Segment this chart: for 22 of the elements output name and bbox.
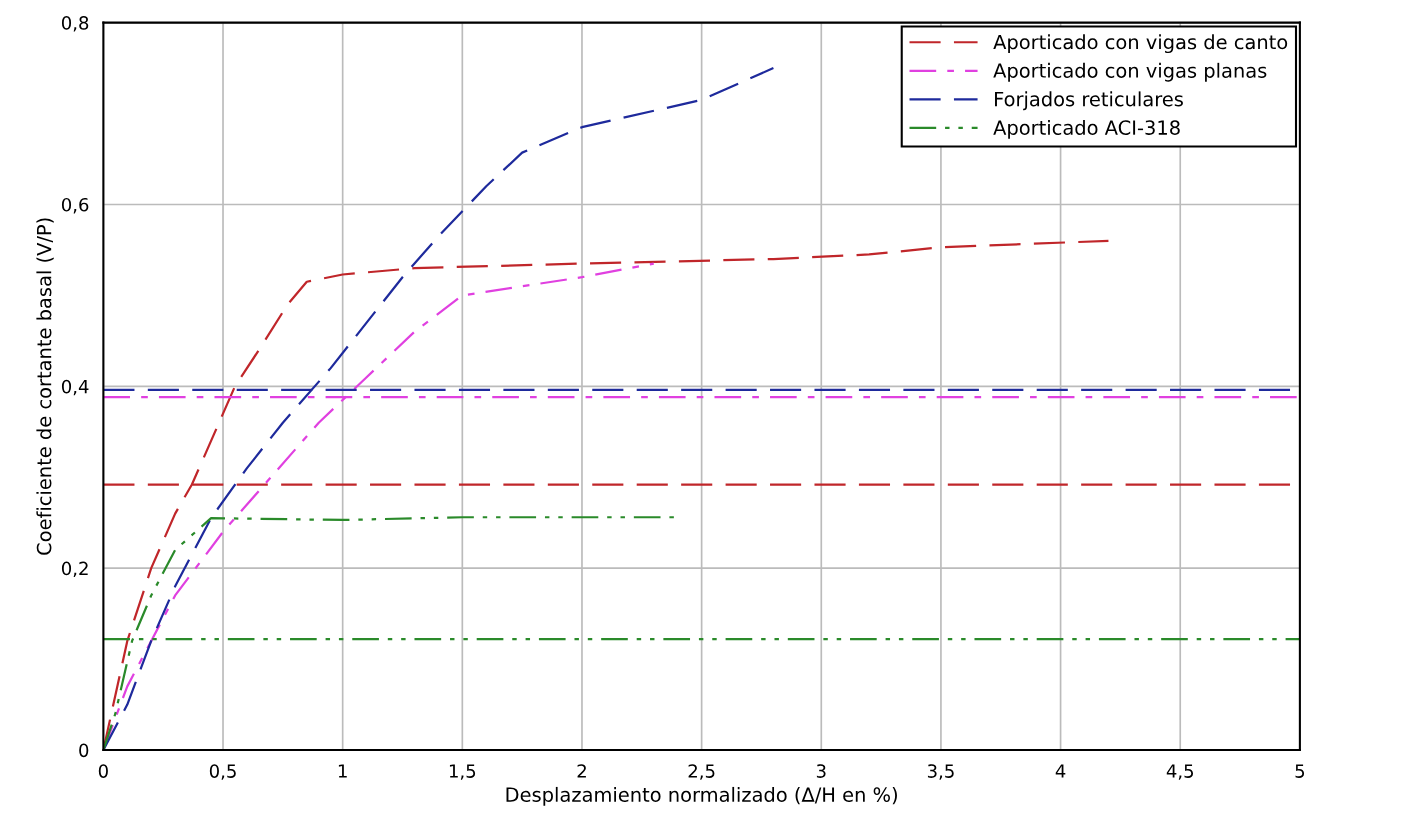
y-tick-label: 0: [79, 743, 89, 758]
y-tick-label: 0,6: [61, 197, 89, 214]
y-tick-label: 0,4: [61, 379, 89, 396]
x-tick-label: 2,5: [688, 764, 715, 780]
x-tick-label: 3,5: [927, 764, 954, 780]
x-tick-label: 0: [98, 764, 108, 778]
legend-label: Aporticado con vigas de canto: [993, 34, 1288, 54]
legend-label: Aporticado con vigas planas: [993, 62, 1267, 82]
x-tick-label: 4,5: [1166, 764, 1194, 780]
x-tick-label: 1: [338, 764, 347, 778]
legend-label: Forjados reticulares: [995, 91, 1183, 111]
x-tick-label: 5: [1295, 764, 1305, 778]
y-tick-label: 0,8: [61, 16, 89, 32]
x-tick-label: 4: [1055, 764, 1066, 778]
x-tick-label: 2: [577, 764, 586, 778]
y-axis-title: Coeficiente de cortante basal (V/P): [36, 218, 54, 555]
legend-label: Aporticado ACI-318: [993, 119, 1180, 139]
x-axis-title: Desplazamiento normalizado (Δ/H en %): [506, 786, 897, 806]
x-tick-label: 0,5: [209, 764, 236, 780]
x-tick-label: 3: [816, 764, 826, 778]
x-tick-label: 1,5: [449, 764, 476, 780]
y-tick-label: 0,2: [61, 561, 88, 578]
